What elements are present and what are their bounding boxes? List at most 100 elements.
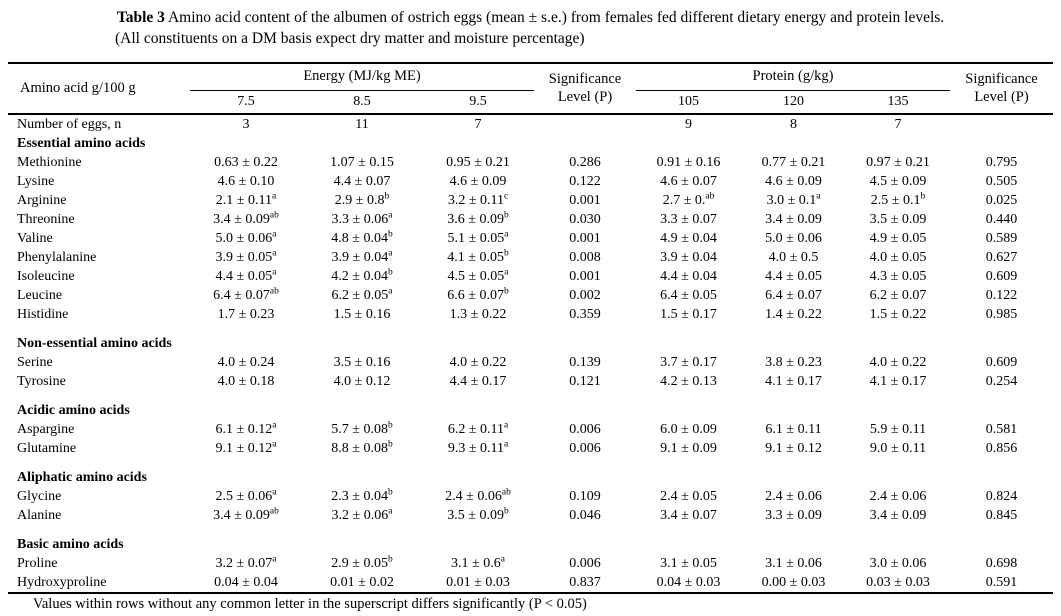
row-label: Phenylalanine bbox=[17, 249, 97, 265]
value-cell: 0.006 bbox=[569, 421, 601, 437]
value-cell: 0.845 bbox=[985, 507, 1018, 523]
sub-header-row: 7.5 8.5 9.5 105 120 135 bbox=[8, 90, 1053, 114]
value-cell: 6.0 ± 0.09 bbox=[660, 421, 717, 437]
value-cell: 4.8 ± 0.04b bbox=[331, 229, 393, 246]
value-cell: 11 bbox=[355, 116, 369, 132]
significance-superscript: b bbox=[387, 420, 393, 431]
spacer-row bbox=[8, 324, 1053, 334]
value-cell: 0.001 bbox=[569, 230, 601, 246]
value-cell: 4.1 ± 0.17 bbox=[765, 373, 822, 389]
value-cell: 3.3 ± 0.09 bbox=[765, 507, 822, 523]
significance-superscript: a bbox=[388, 210, 393, 221]
value-cell: 1.5 ± 0.22 bbox=[869, 306, 927, 322]
caption-line1: Table 3 Amino acid content of the albume… bbox=[0, 7, 1061, 28]
value-cell: 4.3 ± 0.05 bbox=[869, 268, 927, 284]
value-cell: 6.2 ± 0.07 bbox=[869, 287, 927, 303]
value-cell: 3.2 ± 0.07a bbox=[215, 554, 277, 571]
value-cell: 0.698 bbox=[985, 555, 1018, 571]
significance-superscript: a bbox=[272, 229, 277, 240]
table-row: Proline 3.2 ± 0.07a 2.9 ± 0.05b 3.1 ± 0.6a 0… bbox=[8, 554, 1053, 573]
section-row: Basic amino acids bbox=[8, 535, 1053, 554]
value-cell: 4.1 ± 0.17 bbox=[869, 373, 927, 389]
caption-text: Amino acid content of the albumen of ost… bbox=[164, 9, 945, 26]
value-cell: 4.2 ± 0.13 bbox=[660, 373, 717, 389]
value-cell: 0.008 bbox=[569, 249, 601, 265]
value-cell: 0.77 ± 0.21 bbox=[761, 154, 826, 170]
value-cell: 9.0 ± 0.11 bbox=[869, 440, 927, 456]
energy-group-header: Energy (MJ/kg ME) bbox=[190, 62, 535, 91]
value-cell: 3.4 ± 0.09 bbox=[869, 507, 927, 523]
value-cell: 1.07 ± 0.15 bbox=[330, 154, 394, 170]
value-cell: 4.0 ± 0.22 bbox=[869, 354, 927, 370]
table-row: Tyrosine 4.0 ± 0.18 4.0 ± 0.12 4.4 ± 0.17 0.… bbox=[8, 372, 1053, 391]
value-cell: 0.985 bbox=[985, 306, 1018, 322]
significance-superscript: a bbox=[272, 420, 277, 431]
value-cell: 3.9 ± 0.04a bbox=[331, 248, 393, 265]
row-label: Aspargine bbox=[17, 421, 75, 437]
table-row: Lysine 4.6 ± 0.10 4.4 ± 0.07 4.6 ± 0.09 0.12… bbox=[8, 172, 1053, 191]
value-cell: 3.2 ± 0.06a bbox=[331, 506, 393, 523]
section-label: Acidic amino acids bbox=[17, 402, 130, 418]
row-label: Glutamine bbox=[17, 440, 77, 456]
value-cell: 4.6 ± 0.09 bbox=[449, 173, 507, 189]
value-cell: 0.001 bbox=[569, 268, 601, 284]
value-cell: 0.046 bbox=[569, 507, 601, 523]
value-cell: 0.837 bbox=[569, 574, 601, 590]
value-cell: 0.006 bbox=[569, 555, 601, 571]
section-label: Non-essential amino acids bbox=[17, 335, 172, 351]
section-row: Aliphatic amino acids bbox=[8, 468, 1053, 487]
value-cell: 2.4 ± 0.06ab bbox=[445, 487, 511, 504]
value-cell: 0.122 bbox=[985, 287, 1018, 303]
value-cell: 4.5 ± 0.09 bbox=[869, 173, 927, 189]
value-cell: 2.5 ± 0.1b bbox=[870, 191, 926, 208]
value-cell: 4.6 ± 0.09 bbox=[765, 173, 822, 189]
value-cell bbox=[950, 114, 1053, 134]
significance-superscript: c bbox=[503, 191, 509, 202]
value-cell: 4.5 ± 0.05a bbox=[447, 267, 509, 284]
value-cell: 4.4 ± 0.05a bbox=[215, 267, 277, 284]
value-cell: 4.4 ± 0.04 bbox=[660, 268, 717, 284]
value-cell: 3.1 ± 0.06 bbox=[765, 555, 822, 571]
table-row: Alanine 3.4 ± 0.09ab 3.2 ± 0.06a 3.5 ± 0.09… bbox=[8, 506, 1053, 525]
value-cell: 6.4 ± 0.07ab bbox=[213, 286, 279, 303]
protein-level-105: 105 bbox=[678, 93, 700, 109]
significance-superscript: b bbox=[503, 506, 509, 517]
row-label: Leucine bbox=[17, 287, 63, 303]
value-cell: 4.0 ± 0.05 bbox=[869, 249, 927, 265]
value-cell: 0.95 ± 0.21 bbox=[446, 154, 510, 170]
value-cell: 6.2 ± 0.05a bbox=[331, 286, 393, 303]
table-footnote: Values within rows without any common le… bbox=[33, 595, 587, 612]
value-cell: 4.0 ± 0.24 bbox=[217, 354, 275, 370]
value-cell: 3.3 ± 0.07 bbox=[660, 211, 717, 227]
significance-superscript: b bbox=[387, 554, 393, 565]
value-cell: 8.8 ± 0.08b bbox=[331, 439, 393, 456]
value-cell: 0.001 bbox=[569, 192, 601, 208]
value-cell: 1.7 ± 0.23 bbox=[217, 306, 275, 322]
value-cell: 3.2 ± 0.11c bbox=[447, 191, 509, 208]
value-cell: 6.2 ± 0.11a bbox=[447, 420, 509, 437]
significance-superscript: ab bbox=[269, 286, 279, 297]
value-cell: 9.1 ± 0.09 bbox=[660, 440, 717, 456]
significance-superscript: a bbox=[500, 554, 505, 565]
significance-superscript: b bbox=[503, 210, 509, 221]
value-cell: 5.1 ± 0.05a bbox=[447, 229, 509, 246]
value-cell: 7 bbox=[894, 116, 902, 132]
significance-superscript: a bbox=[272, 554, 277, 565]
row-label: Alanine bbox=[17, 507, 62, 523]
value-cell: 6.1 ± 0.11 bbox=[765, 421, 822, 437]
value-cell: 6.6 ± 0.07b bbox=[447, 286, 509, 303]
energy-level-8.5: 8.5 bbox=[353, 93, 371, 109]
energy-level-9.5: 9.5 bbox=[469, 93, 487, 109]
significance-superscript: a bbox=[388, 506, 393, 517]
value-cell: 4.1 ± 0.05b bbox=[447, 248, 509, 265]
value-cell: 3.3 ± 0.06a bbox=[331, 210, 393, 227]
section-label: Basic amino acids bbox=[17, 536, 124, 552]
value-cell: 0.824 bbox=[985, 488, 1018, 504]
significance-superscript: a bbox=[504, 229, 509, 240]
value-cell: 4.9 ± 0.05 bbox=[869, 230, 927, 246]
value-cell: 4.4 ± 0.07 bbox=[333, 173, 391, 189]
value-cell: 3.4 ± 0.09ab bbox=[213, 506, 279, 523]
significance-header-protein: Significance Level (P) bbox=[965, 71, 1038, 106]
value-cell: 9.3 ± 0.11a bbox=[447, 439, 509, 456]
value-cell: 5.0 ± 0.06 bbox=[765, 230, 822, 246]
